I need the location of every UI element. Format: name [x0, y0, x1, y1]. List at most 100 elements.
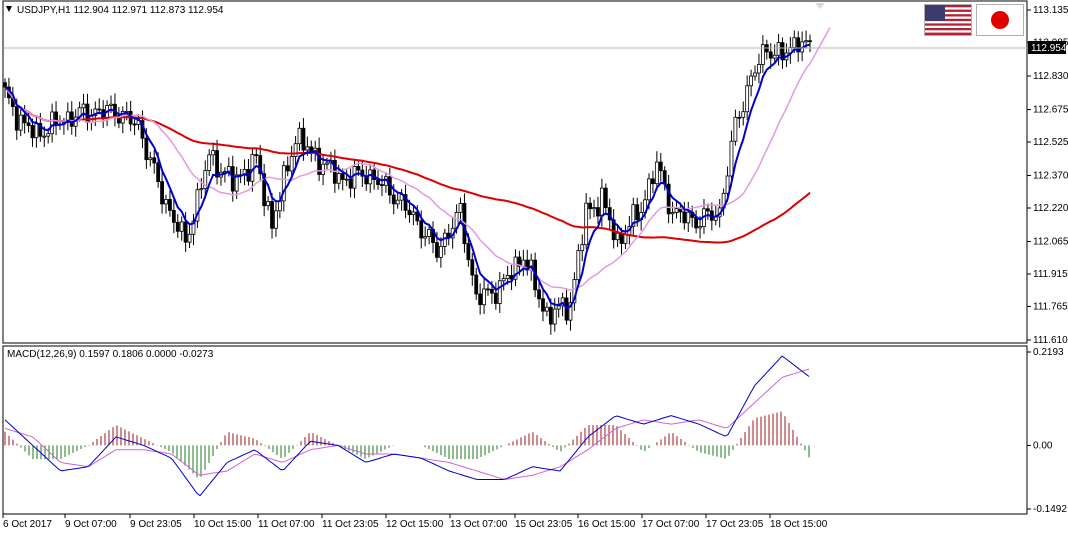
candle: [203, 160, 208, 199]
candle: [513, 249, 518, 286]
candle: [584, 193, 589, 250]
candle: [215, 139, 219, 185]
candle: [478, 283, 483, 315]
candle: [148, 151, 153, 167]
candle: [211, 142, 216, 166]
price-tick-label: 113.135: [1033, 5, 1068, 16]
candle: [545, 302, 549, 317]
mid-ma-line: [4, 27, 831, 291]
candle: [18, 109, 23, 137]
slow-ma-line: [4, 86, 811, 244]
fast-ma-line: [4, 43, 811, 310]
japan-flag-icon[interactable]: [976, 4, 1024, 36]
price-tick-label: 112.220: [1033, 203, 1068, 214]
candle: [474, 267, 479, 300]
candle: [403, 184, 408, 219]
candle: [30, 118, 35, 147]
shift-marker-icon[interactable]: [815, 3, 825, 9]
candle: [537, 279, 541, 308]
macd-tick-label: -0.1492: [1033, 504, 1067, 515]
candle: [568, 292, 573, 331]
candle: [576, 244, 581, 288]
price-tick-label: 112.065: [1033, 237, 1068, 248]
time-tick-label: 18 Oct 15:00: [770, 519, 828, 530]
candle: [411, 204, 416, 226]
candle: [207, 149, 212, 176]
current-price-label: 112.954: [1031, 43, 1067, 54]
candle: [69, 101, 74, 135]
candle: [380, 175, 384, 196]
candle: [729, 130, 734, 187]
candle: [160, 172, 164, 214]
candle: [187, 223, 192, 249]
candle: [631, 197, 636, 236]
time-tick-label: 10 Oct 15:00: [194, 519, 252, 530]
candle: [493, 282, 498, 310]
price-tick-label: 112.675: [1033, 105, 1068, 116]
candle: [548, 298, 553, 335]
price-tick-label: 112.525: [1033, 137, 1068, 148]
candle: [737, 111, 742, 128]
current-price-tag: [1028, 41, 1066, 54]
candle: [776, 34, 781, 66]
candle: [796, 31, 801, 62]
macd-info: MACD(12,26,9) 0.1597 0.1806 0.0000 -0.02…: [7, 349, 214, 360]
candle: [592, 199, 596, 218]
candle: [168, 190, 172, 217]
price-tick-label: 111.765: [1033, 301, 1068, 312]
candle: [179, 216, 184, 241]
candle: [603, 183, 608, 213]
candle: [749, 69, 753, 97]
time-tick-label: 6 Oct 2017: [3, 519, 52, 530]
candle: [780, 37, 785, 69]
price-tick-label: 111.915: [1033, 269, 1068, 280]
candle: [395, 191, 400, 209]
macd-tick-label: 0.00: [1033, 440, 1053, 451]
candle: [541, 289, 545, 322]
candle: [470, 252, 475, 286]
candle: [368, 163, 373, 193]
candle: [486, 283, 490, 296]
price-panel-frame: [2, 0, 1028, 344]
time-tick-label: 9 Oct 23:05: [130, 519, 182, 530]
candle: [164, 194, 168, 214]
time-tick-label: 17 Oct 07:00: [642, 519, 700, 530]
time-tick-label: 11 Oct 07:00: [258, 519, 315, 530]
candle: [175, 214, 180, 238]
time-tick-label: 15 Oct 23:05: [515, 519, 573, 530]
candle: [654, 151, 659, 191]
us-flag-icon[interactable]: [924, 4, 972, 36]
candle: [458, 197, 463, 223]
candle: [670, 201, 675, 224]
candle: [497, 271, 502, 313]
candle: [682, 201, 687, 230]
candle: [285, 156, 290, 177]
symbol-info: USDJPY,H1 112.904 112.971 112.873 112.95…: [17, 5, 224, 16]
price-tick-label: 112.830: [1033, 71, 1068, 82]
time-tick-label: 13 Oct 07:00: [450, 519, 508, 530]
time-axis: 6 Oct 2017 9 Oct 07:00 9 Oct 23:05 10 Oct 1…: [2, 514, 828, 530]
candle: [706, 203, 710, 220]
macd-histogram-layer: [4, 411, 810, 478]
candle: [97, 98, 102, 115]
window-menu-icon[interactable]: [6, 6, 12, 12]
candle: [741, 101, 746, 126]
candle: [651, 170, 655, 194]
macd-main-line: [4, 355, 810, 497]
candle: [733, 109, 738, 146]
candle: [152, 149, 157, 174]
candle: [666, 174, 671, 224]
candle: [501, 273, 506, 291]
candle: [171, 199, 176, 234]
candle: [745, 75, 750, 120]
candle: [281, 160, 286, 212]
candle: [195, 182, 200, 229]
time-tick-label: 12 Oct 15:00: [386, 519, 444, 530]
macd-lines-layer: [4, 355, 810, 497]
candle: [132, 116, 137, 136]
candle: [297, 122, 302, 151]
moving-averages-layer: [4, 27, 831, 310]
candle: [427, 223, 431, 245]
price-panel[interactable]: [2, 0, 1028, 344]
